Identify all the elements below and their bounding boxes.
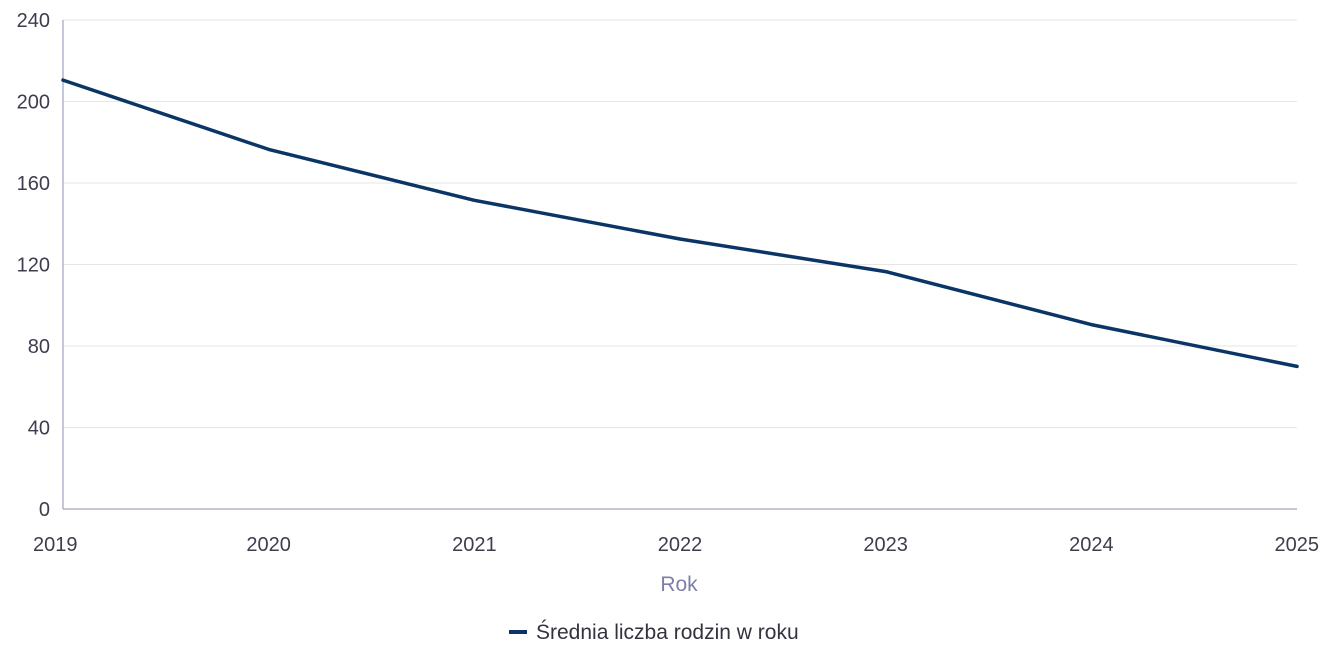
x-tick-label: 2025 <box>1275 534 1320 556</box>
y-tick-label: 40 <box>28 418 50 440</box>
x-tick-label: 2020 <box>246 534 291 556</box>
data-point <box>61 78 65 82</box>
data-point <box>267 147 271 151</box>
gridlines <box>63 19 1297 428</box>
series-line-0 <box>61 78 1299 369</box>
y-tick-label: 200 <box>17 92 50 114</box>
legend[interactable]: Średnia liczba rodzin w roku <box>509 620 799 644</box>
series-lines <box>61 78 1299 369</box>
x-tick-label: 2022 <box>658 534 703 556</box>
x-axis-title: Rok <box>660 573 698 596</box>
data-point <box>1089 323 1093 327</box>
data-point <box>884 270 888 274</box>
data-point <box>678 237 682 241</box>
y-axis-ticks: 0 40 80 120 160 200 240 <box>17 10 50 521</box>
x-tick-label: 2023 <box>863 534 908 556</box>
x-tick-label: 2021 <box>452 534 497 556</box>
data-point <box>1295 364 1299 368</box>
x-axis-ticks: 2019 2020 2021 2022 2023 2024 2025 <box>33 534 1319 556</box>
legend-label: Średnia liczba rodzin w roku <box>536 620 799 644</box>
y-tick-label: 160 <box>17 173 50 195</box>
x-tick-label: 2024 <box>1069 534 1114 556</box>
y-tick-label: 0 <box>39 499 50 521</box>
data-point <box>472 198 476 202</box>
y-tick-label: 120 <box>17 255 50 277</box>
y-tick-label: 240 <box>17 10 50 32</box>
y-tick-label: 80 <box>28 336 50 358</box>
x-tick-label: 2019 <box>33 534 78 556</box>
